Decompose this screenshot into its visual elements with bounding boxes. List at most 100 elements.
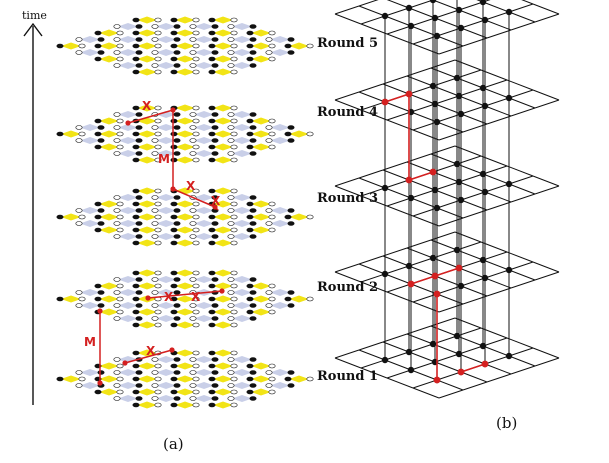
- lattice-edge: [462, 381, 488, 391]
- qubit: [211, 370, 219, 375]
- qubit: [211, 316, 219, 321]
- syndrome-node: [219, 288, 225, 294]
- z-plaquette: [270, 369, 290, 376]
- lattice-edge: [358, 349, 386, 361]
- x-plaquette: [175, 226, 195, 234]
- round-labels: Round 5 Round 4 Round 3 Round 2 Round 1: [317, 36, 378, 384]
- x-plaquette: [251, 29, 271, 37]
- lattice-edge: [432, 163, 458, 173]
- x-plaquette: [251, 282, 271, 290]
- marker-x: X: [146, 344, 156, 358]
- qubit: [94, 118, 102, 124]
- qubit: [135, 396, 143, 401]
- qubit: [154, 363, 162, 369]
- qubit: [189, 370, 197, 375]
- qubit: [189, 316, 197, 321]
- z-plaquette: [194, 23, 214, 30]
- lattice-edge: [460, 27, 488, 39]
- round-label: Round 4: [317, 105, 378, 120]
- qubit: [265, 383, 273, 388]
- qubit: [94, 131, 102, 137]
- qubit: [75, 303, 83, 308]
- qubit: [151, 221, 159, 226]
- qubit: [154, 157, 162, 163]
- qubit: [116, 283, 124, 289]
- z-plaquette: [156, 194, 176, 201]
- z-plaquette: [80, 207, 100, 214]
- x-plaquette: [175, 143, 195, 151]
- lattice-edge: [438, 303, 464, 313]
- qubit: [75, 208, 83, 213]
- qubit: [154, 376, 162, 382]
- x-plaquette: [251, 308, 271, 316]
- qubit: [249, 396, 257, 401]
- x-plaquette: [213, 388, 233, 396]
- qubit: [208, 17, 216, 23]
- qubit: [192, 105, 200, 111]
- lattice-edge: [432, 171, 460, 183]
- x-plaquette: [175, 321, 195, 329]
- qubit: [132, 376, 140, 382]
- lattice-edge: [408, 265, 436, 277]
- x-plaquette: [137, 29, 157, 37]
- lattice-edge: [382, 333, 408, 343]
- lattice-edge: [460, 105, 486, 115]
- qubit: [227, 221, 235, 226]
- qubit: [173, 290, 181, 295]
- qubit: [135, 151, 143, 156]
- qubit: [192, 363, 200, 369]
- lattice-edge: [430, 231, 456, 241]
- lattice-edge: [406, 239, 432, 249]
- qubit: [268, 283, 276, 289]
- lattice-edge: [358, 169, 384, 179]
- qubit: [249, 383, 257, 388]
- z-plaquette: [156, 207, 176, 214]
- z-plaquette: [118, 194, 138, 201]
- qubit: [230, 240, 238, 246]
- z-plaquette: [194, 124, 214, 131]
- qubit: [246, 131, 254, 137]
- lattice-edge: [334, 177, 360, 187]
- lattice-edge: [484, 355, 510, 365]
- lattice-edge: [358, 341, 384, 351]
- lattice-node: [431, 100, 439, 108]
- z-plaquette: [156, 36, 176, 43]
- x-plaquette: [137, 16, 157, 24]
- x-plaquette: [137, 349, 157, 357]
- qubit: [246, 363, 254, 369]
- qubit: [154, 322, 162, 328]
- lattice-edge: [508, 97, 536, 109]
- lattice-edge: [432, 249, 458, 259]
- z-plaquette: [80, 36, 100, 43]
- qubit: [132, 214, 140, 220]
- qubit: [227, 277, 235, 282]
- lattice-edge: [434, 181, 460, 191]
- qubit: [265, 50, 273, 55]
- lattice-node: [505, 180, 513, 188]
- syndrome-node: [170, 186, 176, 192]
- qubit: [192, 188, 200, 194]
- qubit: [306, 131, 314, 137]
- x-plaquette: [99, 226, 119, 234]
- lattice-edge: [412, 215, 440, 227]
- x-plaquette: [213, 16, 233, 24]
- lattice-edge: [382, 75, 408, 85]
- lattice-edge: [434, 9, 460, 19]
- syndrome-node: [125, 120, 131, 126]
- x-plaquette: [61, 375, 81, 383]
- qubit: [170, 144, 178, 150]
- lattice-node: [479, 170, 487, 178]
- qubit: [208, 376, 216, 382]
- qubit: [189, 151, 197, 156]
- qubit: [116, 118, 124, 124]
- qubit: [113, 234, 121, 239]
- qubit: [173, 63, 181, 68]
- lattice-edge: [532, 3, 560, 15]
- qubit: [208, 131, 216, 137]
- z-plaquette: [80, 124, 100, 131]
- qubit: [75, 383, 83, 388]
- qubit: [227, 24, 235, 29]
- qubit: [268, 309, 276, 315]
- qubit: [135, 277, 143, 282]
- qubit: [135, 50, 143, 55]
